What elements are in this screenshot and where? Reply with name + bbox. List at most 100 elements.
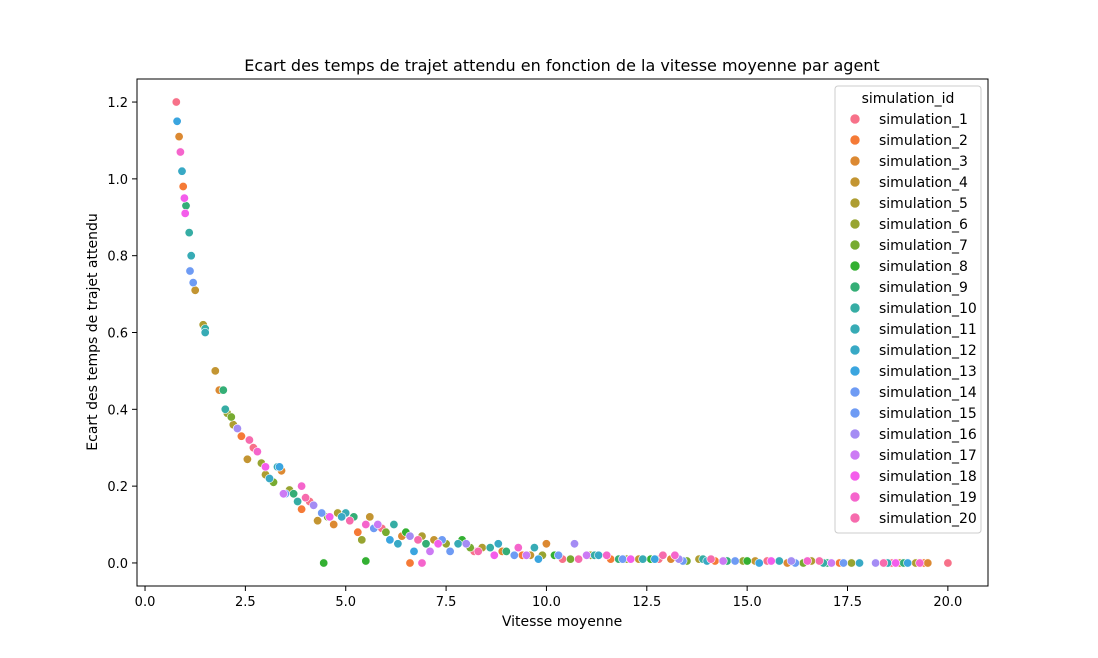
y-tick-label: 0.8: [107, 250, 128, 265]
x-tick-label: 2.5: [235, 595, 256, 610]
scatter-point-simulation_12: [854, 558, 864, 568]
scatter-point-simulation_15: [618, 554, 628, 564]
scatter-point-simulation_4: [210, 366, 220, 376]
scatter-point-simulation_18: [179, 193, 189, 203]
scatter-point-simulation_17: [718, 556, 728, 566]
scatter-point-simulation_13: [385, 535, 395, 545]
scatter-point-simulation_10: [485, 543, 495, 553]
y-tick-label: 1.2: [107, 96, 128, 111]
legend-marker: [849, 470, 861, 482]
scatter-point-simulation_17: [425, 546, 435, 556]
scatter-point-simulation_17: [373, 519, 383, 529]
chart-title: Ecart des temps de trajet attendu en fon…: [244, 56, 879, 75]
scatter-point-simulation_12: [264, 473, 274, 483]
scatter-point-simulation_2: [178, 182, 188, 192]
scatter-point-simulation_18: [891, 558, 901, 568]
scatter-point-simulation_3: [329, 519, 339, 529]
y-axis-ticks: 0.0 0.2 0.4 0.6 0.8 1.0 1.2: [107, 96, 137, 572]
legend-label: simulation_17: [879, 448, 977, 464]
scatter-point-simulation_2: [236, 431, 246, 441]
scatter-point-simulation_8: [742, 556, 752, 566]
scatter-point-simulation_17: [582, 550, 592, 560]
scatter-point-simulation_15: [730, 556, 740, 566]
scatter-point-simulation_9: [421, 539, 431, 549]
scatter-point-simulation_12: [493, 539, 503, 549]
legend-marker: [849, 344, 861, 356]
legend-box: [834, 85, 982, 534]
scatter-point-simulation_16: [405, 531, 415, 541]
x-tick-label: 5.0: [335, 595, 356, 610]
scatter-point-simulation_4: [190, 285, 200, 295]
scatter-point-simulation_9: [501, 546, 511, 556]
scatter-point-simulation_18: [325, 512, 335, 522]
scatter-point-simulation_20: [814, 556, 824, 566]
scatter-point-simulation_9: [218, 385, 228, 395]
scatter-point-simulation_12: [177, 166, 187, 176]
scatter-point-simulation_9: [181, 201, 191, 211]
legend-marker: [849, 239, 861, 251]
scatter-point-simulation_19: [513, 543, 523, 553]
scatter-point-simulation_19: [602, 550, 612, 560]
scatter-point-simulation_19: [670, 550, 680, 560]
legend-marker: [849, 323, 861, 335]
legend-label: simulation_6: [879, 217, 968, 233]
scatter-point-simulation_20: [574, 554, 584, 564]
scatter-point-simulation_2: [353, 527, 363, 537]
scatter-point-simulation_18: [489, 550, 499, 560]
scatter-point-simulation_11: [186, 251, 196, 261]
scatter-point-simulation_13: [409, 546, 419, 556]
scatter-point-simulation_17: [521, 550, 531, 560]
scatter-point-simulation_16: [786, 556, 796, 566]
scatter-point-simulation_12: [393, 539, 403, 549]
scatter-point-simulation_19: [417, 558, 427, 568]
scatter-point-simulation_14: [553, 550, 563, 560]
scatter-point-simulation_3: [541, 539, 551, 549]
scatter-point-simulation_10: [293, 496, 303, 506]
legend-label: simulation_2: [879, 133, 968, 149]
scatter-point-simulation_19: [802, 556, 812, 566]
legend-label: simulation_18: [879, 469, 977, 485]
scatter-point-simulation_4: [365, 512, 375, 522]
y-tick-label: 0.0: [107, 557, 128, 572]
legend-marker: [849, 281, 861, 293]
legend-marker: [849, 449, 861, 461]
legend-label: simulation_1: [879, 112, 968, 128]
legend-marker: [849, 491, 861, 503]
scatter-point-simulation_15: [509, 550, 519, 560]
x-tick-label: 15.0: [733, 595, 762, 610]
legend-label: simulation_14: [879, 385, 977, 401]
scatter-point-simulation_20: [658, 550, 668, 560]
legend-marker: [849, 260, 861, 272]
scatter-point-simulation_2: [405, 558, 415, 568]
scatter-point-simulation_11: [453, 539, 463, 549]
legend-label: simulation_12: [879, 343, 977, 359]
legend-label: simulation_7: [879, 238, 968, 254]
legend-label: simulation_15: [879, 406, 977, 422]
legend-label: simulation_20: [879, 511, 977, 527]
legend-label: simulation_4: [879, 175, 968, 191]
scatter-point-simulation_17: [278, 489, 288, 499]
scatter-point-simulation_20: [879, 558, 889, 568]
legend-marker: [849, 218, 861, 230]
scatter-point-simulation_4: [313, 516, 323, 526]
x-axis-label: Vitesse moyenne: [502, 614, 622, 630]
scatter-point-simulation_18: [766, 556, 776, 566]
legend-marker: [849, 407, 861, 419]
scatter-point-simulation_3: [923, 558, 933, 568]
scatter-point-simulation_9: [289, 489, 299, 499]
scatter-point-simulation_14: [185, 266, 195, 276]
scatter-point-simulation_6: [846, 558, 856, 568]
scatter-point-simulation_6: [357, 535, 367, 545]
scatter-point-simulation_10: [220, 404, 230, 414]
scatter-point-simulation_18: [260, 462, 270, 472]
scatter-point-simulation_20: [301, 493, 311, 503]
scatter-point-simulation_14: [188, 278, 198, 288]
legend-entries: simulation_1 simulation_2 simulation_3simu…: [849, 112, 977, 527]
legend-label: simulation_5: [879, 196, 968, 212]
scatter-point-simulation_13: [754, 558, 764, 568]
scatter-point-simulation_7: [381, 527, 391, 537]
x-tick-label: 0.0: [135, 595, 156, 610]
scatter-point-simulation_2: [297, 504, 307, 514]
legend-title: simulation_id: [862, 91, 955, 107]
